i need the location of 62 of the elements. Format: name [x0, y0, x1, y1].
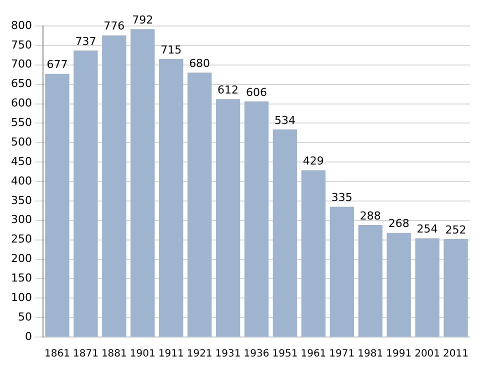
bar	[130, 29, 155, 336]
y-tick-label: 300	[10, 213, 32, 226]
y-tick-label: 150	[10, 272, 32, 285]
x-tick-label: 1981	[358, 348, 384, 360]
y-tick-label: 700	[10, 58, 32, 71]
bar	[444, 239, 468, 336]
y-tick-label: 350	[10, 194, 32, 207]
bar	[187, 72, 212, 336]
x-tick-label: 1911	[158, 348, 184, 360]
bar	[358, 225, 382, 336]
y-tick-label: 600	[10, 96, 32, 110]
x-tick-label: 1921	[186, 348, 212, 360]
x-tick-label: 1861	[44, 348, 70, 360]
x-tick-label: 2001	[414, 348, 440, 360]
x-tick-label: 1951	[272, 348, 298, 360]
data-label: 254	[416, 222, 438, 236]
data-label: 606	[246, 86, 267, 99]
data-label: 677	[46, 58, 68, 72]
data-label: 715	[160, 43, 182, 56]
bar	[386, 232, 411, 336]
x-tick-label: 1871	[72, 348, 98, 360]
x-tick-label: 1971	[329, 348, 355, 360]
bar	[244, 101, 269, 336]
data-label: 252	[445, 223, 466, 236]
bar	[272, 129, 298, 336]
x-tick-label: 1991	[386, 348, 412, 360]
x-tick-label: 1901	[130, 348, 156, 360]
x-tick-label: 1931	[215, 348, 241, 360]
data-label: 268	[388, 217, 410, 230]
data-label: 534	[274, 114, 296, 127]
bar	[216, 99, 240, 336]
data-label: 737	[75, 34, 96, 48]
y-tick-label: 650	[10, 77, 32, 90]
y-tick-label: 450	[10, 154, 32, 168]
data-label: 680	[189, 57, 210, 70]
bar	[45, 74, 70, 336]
y-tick-label: 500	[10, 135, 32, 148]
y-tick-label: 800	[10, 18, 32, 32]
bar	[74, 50, 98, 336]
y-tick-label: 100	[10, 290, 32, 304]
bar	[301, 170, 326, 336]
data-label: 792	[132, 13, 154, 26]
y-tick-label: 550	[10, 116, 32, 130]
data-label: 288	[360, 209, 381, 222]
bar	[330, 206, 354, 336]
y-tick-label: 750	[10, 38, 32, 52]
bar	[415, 238, 440, 336]
y-tick-label: 200	[10, 252, 32, 266]
y-tick-label: 400	[10, 174, 32, 188]
bar	[102, 35, 126, 336]
data-label: 335	[331, 191, 352, 204]
y-tick-label: 250	[10, 232, 32, 246]
data-label: 776	[104, 20, 125, 33]
x-tick-label: 1936	[244, 348, 270, 360]
y-tick-label: 50	[18, 310, 32, 324]
bar	[159, 59, 184, 336]
x-tick-label: 1881	[101, 348, 127, 360]
y-tick-label: 0	[24, 330, 32, 343]
data-label: 612	[218, 83, 239, 96]
x-tick-label: 2011	[443, 348, 468, 360]
x-tick-label: 1961	[300, 348, 326, 360]
data-label: 429	[302, 154, 324, 168]
